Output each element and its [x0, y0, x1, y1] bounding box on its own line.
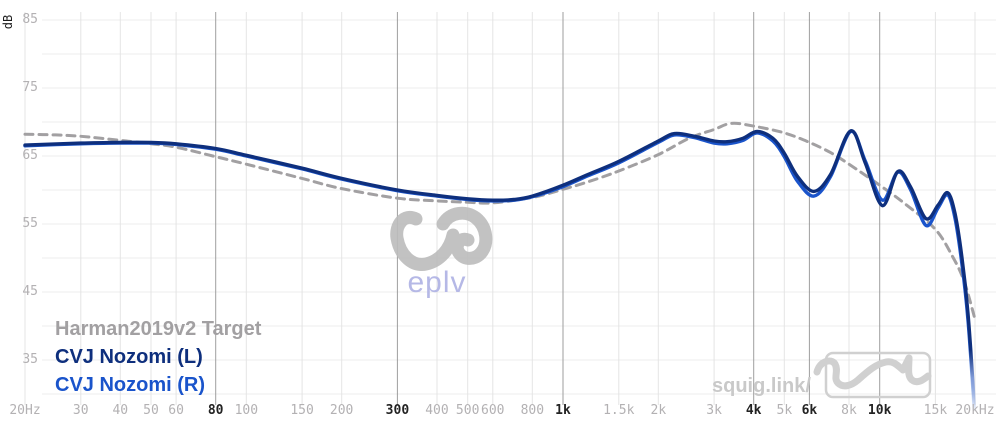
eplv-logo-icon — [390, 206, 493, 271]
curve-target — [23, 121, 977, 321]
x-tick-label: 10k — [867, 403, 892, 418]
x-tick-label: 20Hz — [9, 403, 41, 418]
horizontal-gridlines — [42, 19, 996, 395]
y-tick-label: 75 — [22, 80, 38, 95]
x-tick-label: 1k — [555, 403, 571, 418]
y-tick-label: 55 — [22, 216, 38, 231]
x-tick-label: 600 — [481, 403, 505, 418]
x-tick-label: 50 — [143, 403, 159, 418]
y-tick-label: 45 — [22, 284, 38, 299]
x-tick-label: 150 — [290, 403, 314, 418]
y-tick-label: 85 — [22, 12, 38, 27]
y-tick-label: 65 — [22, 148, 38, 163]
x-tick-label: 8k — [841, 403, 857, 418]
x-tick-label: 3k — [706, 403, 722, 418]
x-tick-label: 800 — [520, 403, 545, 418]
x-tick-label: 1.5k — [603, 403, 635, 418]
legend-item-left[interactable]: CVJ Nozomi (L) — [55, 346, 203, 368]
x-tick-label: 400 — [425, 403, 449, 418]
x-tick-label: 2k — [650, 403, 667, 418]
x-tick-label: 300 — [385, 403, 410, 418]
x-tick-label: 20kHz — [955, 403, 995, 418]
x-tick-label: 80 — [207, 403, 224, 418]
x-tick-label: 4k — [745, 403, 762, 418]
x-tick-label: 200 — [329, 403, 354, 418]
legend-item-target[interactable]: Harman2019v2 Target — [55, 318, 262, 340]
legend: Harman2019v2 Target CVJ Nozomi (L) CVJ N… — [55, 315, 261, 399]
squiglink-logo-icon — [813, 351, 932, 399]
x-tick-label: 15k — [923, 403, 948, 418]
curves — [23, 121, 977, 433]
legend-item-right[interactable]: CVJ Nozomi (R) — [55, 374, 205, 396]
curve-left — [23, 129, 977, 430]
x-tick-label: 60 — [168, 403, 184, 418]
x-tick-label: 30 — [72, 403, 89, 418]
squiglink-text: squig.link/ — [712, 375, 811, 397]
y-tick-label: 35 — [22, 352, 38, 367]
x-tick-label: 40 — [112, 403, 129, 418]
x-tick-label: 5k — [776, 403, 793, 418]
x-tick-label: 100 — [234, 403, 259, 418]
x-tick-label: 500 — [455, 403, 480, 418]
x-tick-label: 6k — [801, 403, 818, 418]
vertical-gridlines — [24, 12, 976, 405]
watermark-text: eplv — [407, 266, 467, 299]
